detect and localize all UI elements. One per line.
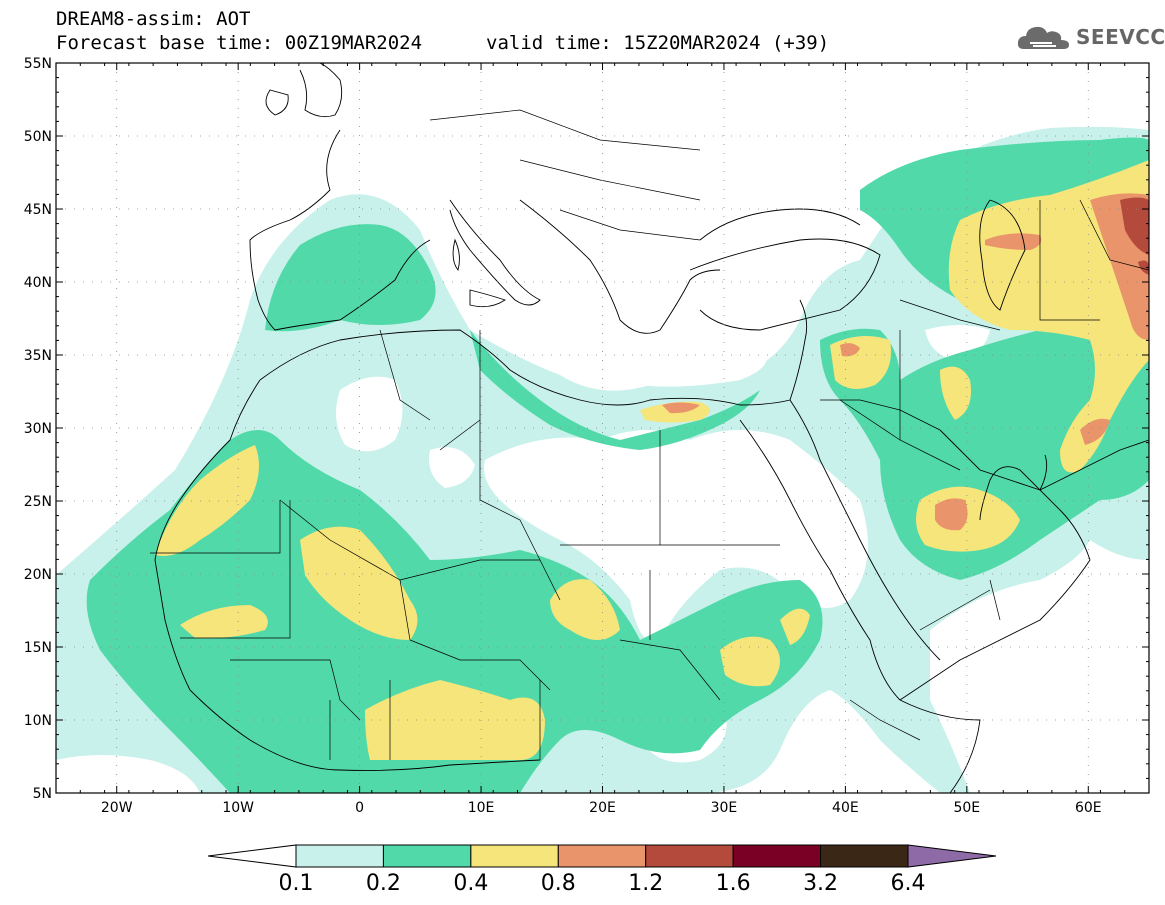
seevccc-logo: SEEVCCC [1016,22,1165,52]
lon-label: 20E [589,800,616,816]
lon-label: 60E [1075,800,1102,816]
lat-label: 15N [24,640,52,656]
colorbar-label: 3.2 [803,871,838,896]
colorbar-low-arrow [207,844,297,868]
colorbar-segment [732,844,822,868]
lon-label: 0 [355,800,364,816]
coastlines [154,63,1149,793]
colorbar-segment [470,844,559,868]
colorbar-label: 0.2 [366,871,401,896]
colorbar-segment [557,844,647,868]
lon-label: 30E [711,800,738,816]
lat-label: 50N [24,129,52,145]
lon-label: 20W [101,800,133,816]
lon-label: 10E [468,800,495,816]
colorbar-segment [820,844,909,868]
country-borders [150,109,1149,760]
lon-label: 10W [222,800,254,816]
axis-ticks [55,62,1150,794]
aot-band-0.2 [86,137,1149,793]
lat-label: 55N [24,56,52,72]
colorbar-label: 6.4 [891,871,926,896]
lon-label: 50E [953,800,980,816]
lat-label: 5N [33,786,52,802]
cloud-icon [1017,26,1069,49]
forecast-base-time: Forecast base time: 00Z19MAR2024 [56,32,423,54]
colorbar-high-arrow [907,844,997,868]
lat-label: 10N [24,713,52,729]
colorbar-label: 0.4 [453,871,488,896]
logo-text: SEEVCCC [1076,25,1165,49]
lat-label: 35N [24,348,52,364]
colorbar-label: 1.2 [628,871,663,896]
colorbar: 0.1 0.2 0.4 0.8 1.2 1.6 3.2 6.4 [207,844,997,896]
map-title: DREAM8-assim: AOT [56,8,251,30]
valid-time: valid time: 15Z20MAR2024 (+39) [486,32,830,54]
colorbar-segment [382,844,472,868]
lat-label: 25N [24,494,52,510]
latitude-labels: 55N 50N 45N 40N 35N 30N 25N 20N 15N 10N 5N [24,56,52,802]
colorbar-label: 0.1 [279,871,314,896]
colorbar-segment [295,844,384,868]
lat-label: 45N [24,202,52,218]
colorbar-label: 0.8 [541,871,576,896]
lon-label: 40E [832,800,859,816]
aot-band-1.2 [1120,197,1149,275]
colorbar-segment [645,844,734,868]
lat-label: 20N [24,567,52,583]
aot-fields [56,63,1149,793]
lat-label: 40N [24,275,52,291]
lat-label: 30N [24,421,52,437]
colorbar-label: 1.6 [716,871,751,896]
longitude-labels: 20W 10W 0 10E 20E 30E 40E 50E 60E [101,800,1102,816]
